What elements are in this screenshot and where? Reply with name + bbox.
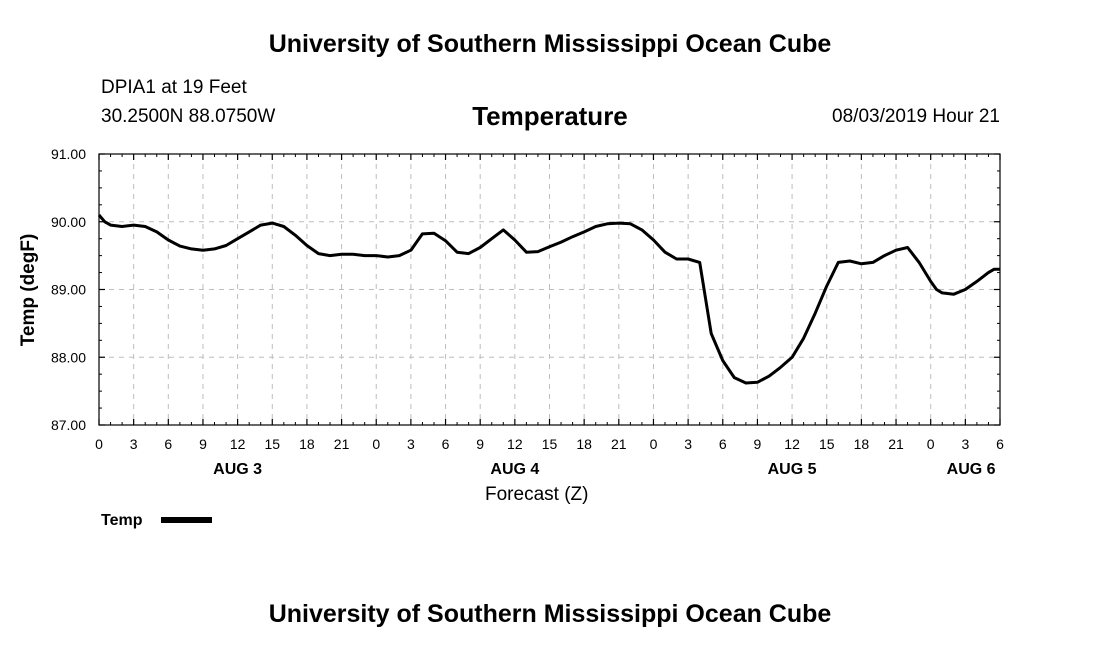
x-tick-label: 6 xyxy=(996,436,1004,452)
x-tick-label: 21 xyxy=(888,436,904,452)
footer-title: University of Southern Mississippi Ocean… xyxy=(268,600,832,628)
y-axis-label: Temp (degF) xyxy=(18,234,39,347)
x-tick-label: 3 xyxy=(684,436,692,452)
x-tick-label: 15 xyxy=(819,436,835,452)
y-tick-label: 88.00 xyxy=(51,349,86,365)
x-tick-label: 3 xyxy=(407,436,415,452)
x-tick-label: 0 xyxy=(927,436,935,452)
date-label: AUG 5 xyxy=(768,461,817,478)
x-tick-label: 3 xyxy=(961,436,969,452)
x-tick-label: 6 xyxy=(719,436,727,452)
legend-label-temp: Temp xyxy=(101,512,143,529)
axis-ticks xyxy=(98,153,1001,426)
x-tick-label: 9 xyxy=(476,436,484,452)
timestamp-label: 08/03/2019 Hour 21 xyxy=(832,106,1000,127)
x-tick-label: 3 xyxy=(130,436,138,452)
x-tick-label: 18 xyxy=(854,436,870,452)
y-tick-label: 89.00 xyxy=(51,282,86,298)
station-label: DPIA1 at 19 Feet xyxy=(101,77,247,98)
y-tick-label: 90.00 xyxy=(51,214,86,230)
grid xyxy=(99,154,1000,425)
x-tick-label: 21 xyxy=(611,436,627,452)
x-tick-label: 21 xyxy=(334,436,350,452)
x-tick-label: 12 xyxy=(784,436,800,452)
x-tick-label: 12 xyxy=(230,436,246,452)
x-tick-label: 18 xyxy=(299,436,315,452)
chart-title: Temperature xyxy=(472,101,628,131)
temp-series-line xyxy=(97,214,1000,385)
date-label: AUG 3 xyxy=(213,461,262,478)
x-tick-label: 6 xyxy=(442,436,450,452)
x-axis-label: Forecast (Z) xyxy=(485,484,588,505)
x-tick-label: 0 xyxy=(95,436,103,452)
x-tick-label: 6 xyxy=(164,436,172,452)
coordinates-label: 30.2500N 88.0750W xyxy=(101,106,276,127)
x-tick-label: 15 xyxy=(264,436,280,452)
date-label: AUG 4 xyxy=(490,461,539,478)
y-tick-label: 91.00 xyxy=(51,146,86,162)
x-tick-label: 0 xyxy=(372,436,380,452)
axis-labels: 0 3 6 9 12 15 18 21 0 3 6 9 12 15 18 21 0 3 6 9 12 15 18 21 0 3 6 8… xyxy=(51,146,1004,478)
date-label: AUG 6 xyxy=(947,461,996,478)
x-tick-label: 9 xyxy=(754,436,762,452)
x-tick-label: 12 xyxy=(507,436,523,452)
x-tick-label: 18 xyxy=(576,436,592,452)
x-tick-label: 15 xyxy=(542,436,558,452)
page-title: University of Southern Mississippi Ocean… xyxy=(268,30,832,58)
x-tick-label: 9 xyxy=(199,436,207,452)
y-tick-label: 87.00 xyxy=(51,417,86,433)
x-tick-label: 0 xyxy=(650,436,658,452)
